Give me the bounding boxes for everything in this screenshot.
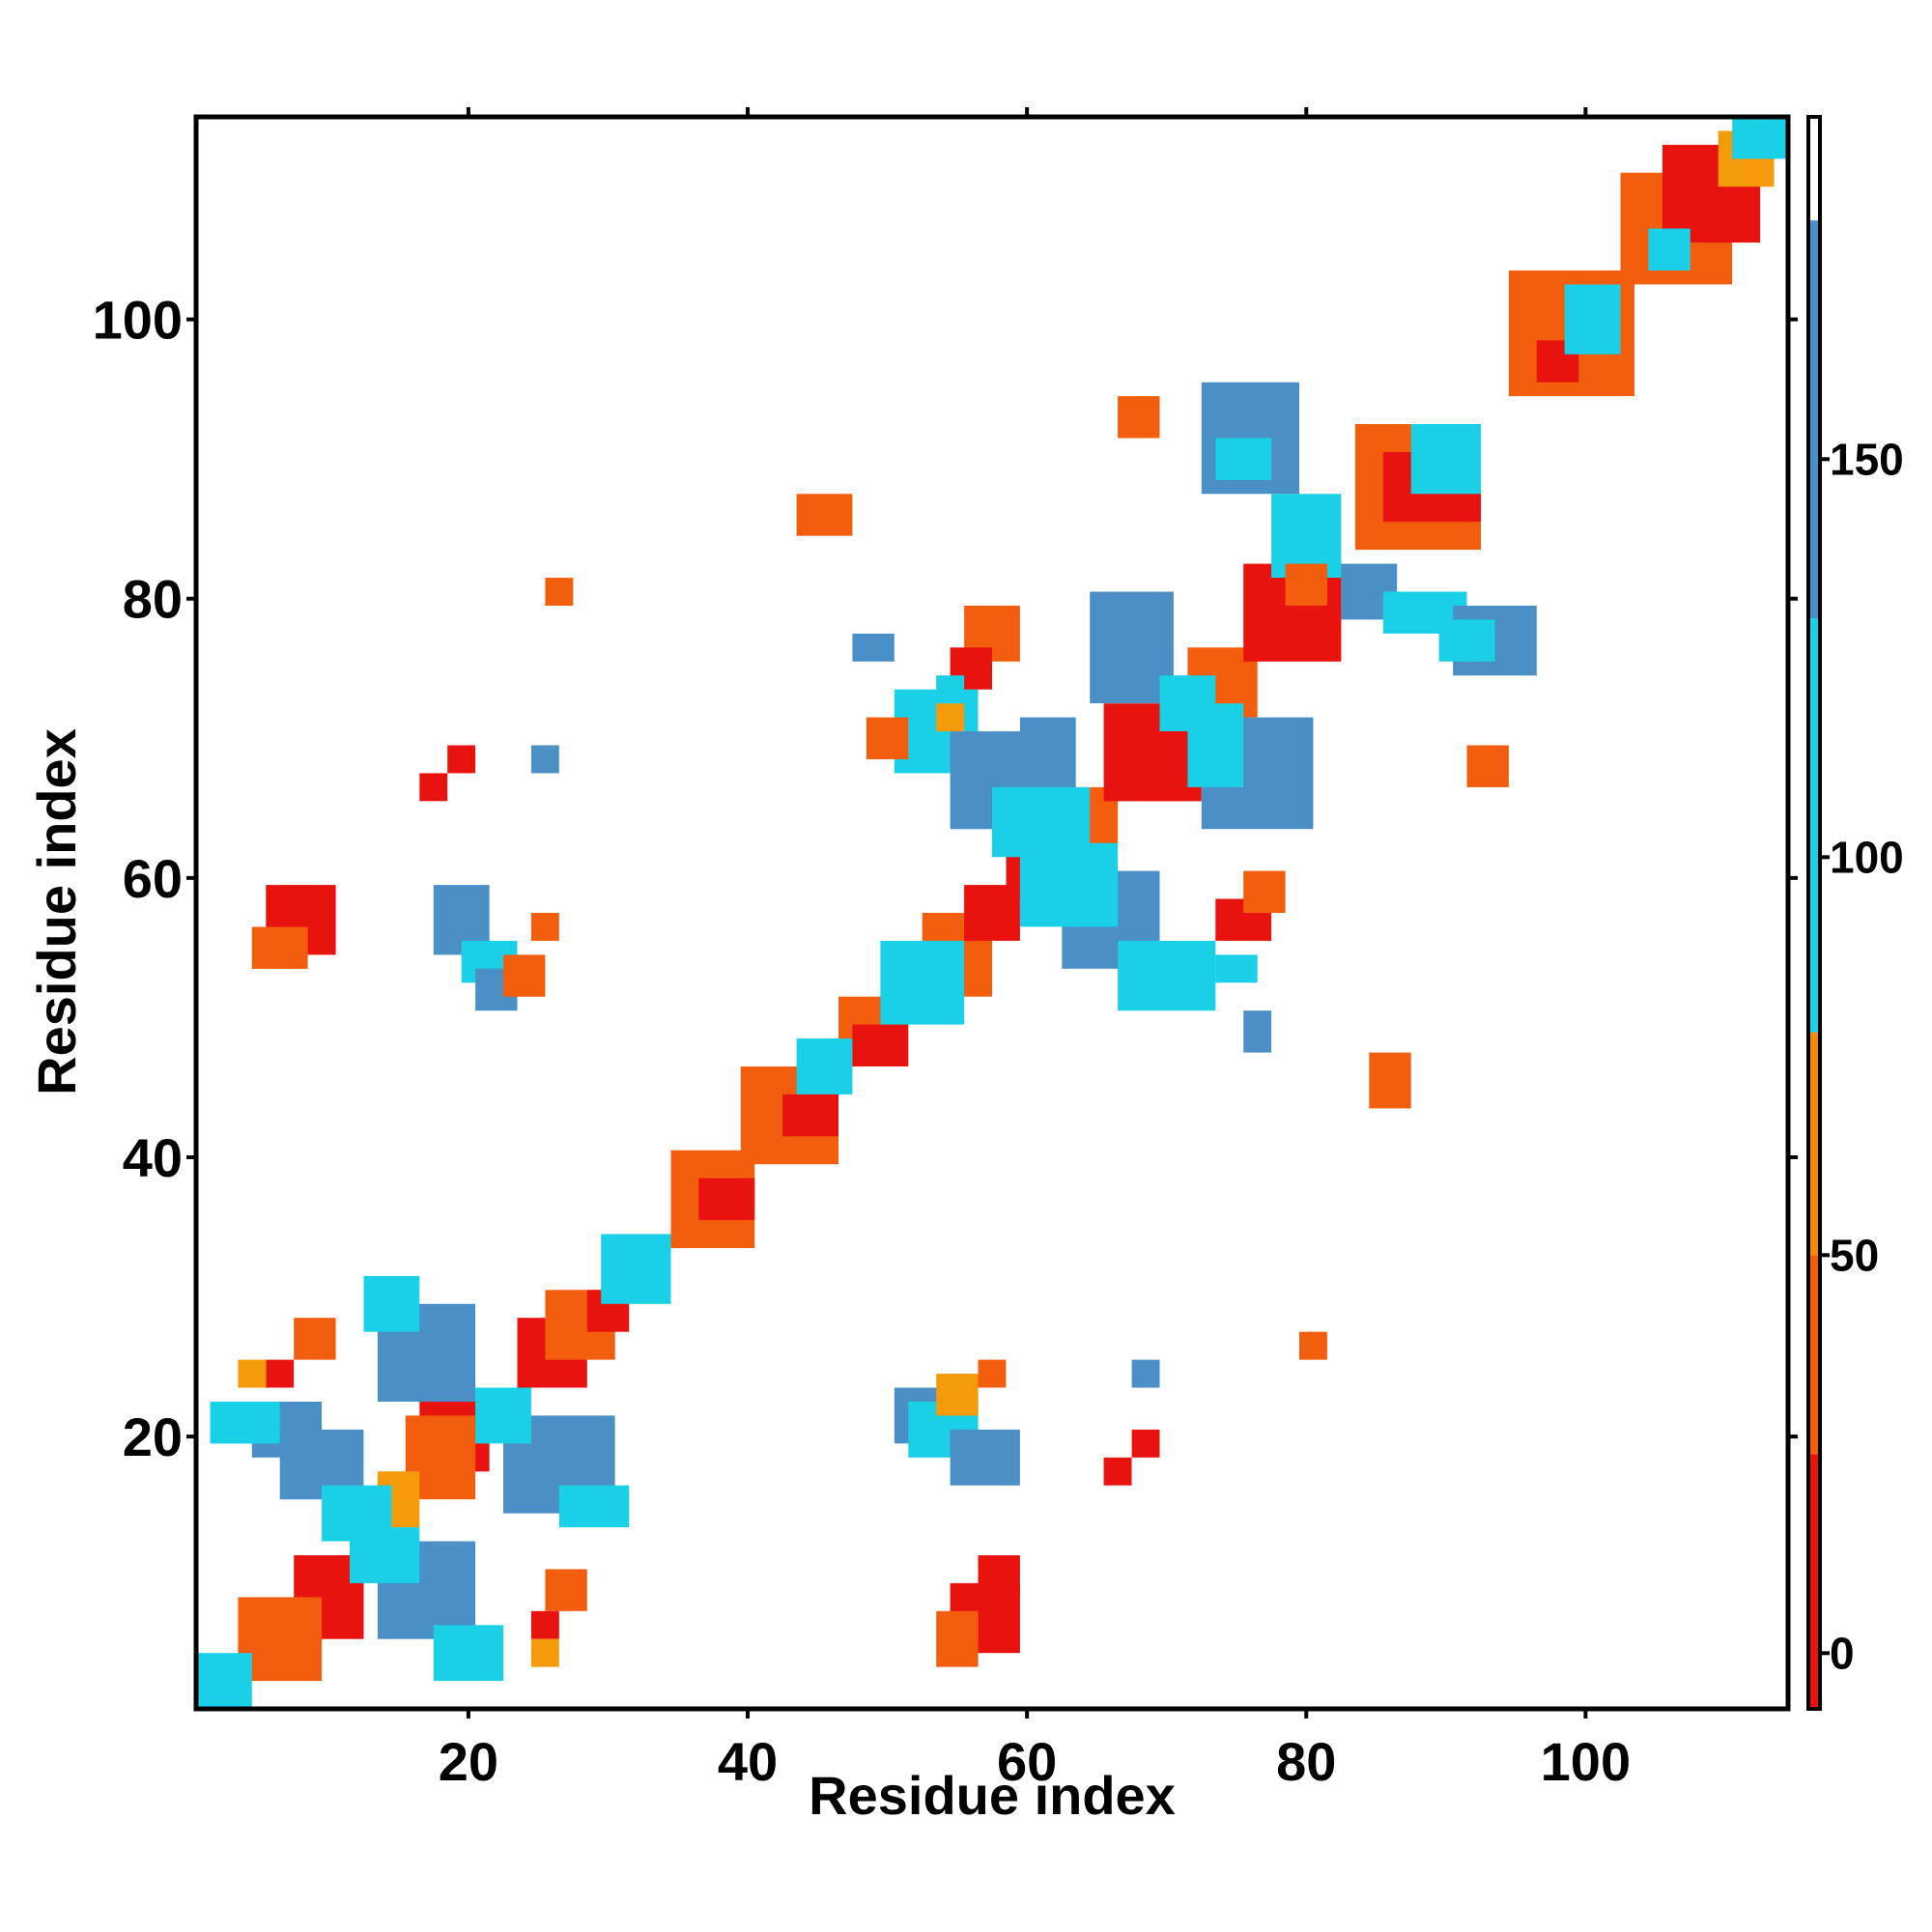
heatmap-cell [545, 1569, 587, 1611]
x-tick-label: 100 [1541, 1731, 1631, 1792]
x-axis: 20 40 60 80 100 [439, 107, 1631, 1792]
y-axis: 20 40 60 80 100 [93, 290, 1798, 1467]
heatmap-cell [1410, 424, 1481, 495]
x-tick-label: 20 [439, 1731, 498, 1792]
heatmap-cell [210, 1402, 280, 1444]
heatmap-cell [238, 1597, 323, 1682]
heatmap-cell [266, 1359, 295, 1388]
heatmap-cell [503, 954, 546, 997]
heatmap-cell [1187, 703, 1244, 787]
heatmap-cell [1299, 1331, 1327, 1360]
heatmap-cell [558, 1485, 630, 1528]
heatmap-cell [294, 1318, 336, 1360]
heatmap-cell [419, 773, 448, 802]
heatmap-cell [1243, 870, 1286, 913]
heatmap-cell [1243, 1010, 1272, 1053]
heatmap-cell [350, 1527, 420, 1583]
heatmap-cell [1215, 438, 1272, 480]
x-tick-label: 40 [718, 1731, 778, 1792]
heatmap-cell [1131, 1429, 1160, 1458]
heatmap-cell [698, 1178, 755, 1221]
heatmap-cell [238, 1359, 267, 1388]
heatmap-cell [1438, 619, 1495, 662]
heatmap-cell [251, 926, 308, 969]
heatmap-cell [1103, 1457, 1132, 1486]
heatmap-cell [782, 1094, 838, 1137]
heatmap-cell [530, 1638, 559, 1667]
heatmap-cell [1118, 396, 1160, 439]
heatmap-cell [1648, 228, 1690, 270]
x-tick-label: 60 [997, 1731, 1057, 1792]
heatmap-cell [796, 494, 853, 536]
heatmap-cells [196, 117, 1788, 1709]
x-axis-label: Residue index [809, 1765, 1176, 1826]
heatmap-cell [363, 1275, 420, 1332]
heatmap-cell [530, 745, 559, 774]
heatmap-cell [530, 913, 559, 941]
colorbar-tick-label: 0 [1830, 1628, 1855, 1678]
heatmap-cell [936, 703, 965, 732]
heatmap-cell [1090, 591, 1174, 704]
x-tick-label: 80 [1276, 1731, 1336, 1792]
colorbar: 0 50 100 150 [1806, 115, 1904, 1711]
heatmap-cell [936, 1374, 979, 1416]
heatmap-cell [1131, 1359, 1160, 1388]
heatmap-cell [1466, 745, 1509, 787]
heatmap-cell [475, 1387, 531, 1444]
heatmap-cell [433, 1625, 504, 1682]
y-tick-label: 20 [123, 1406, 183, 1467]
heatmap-cell [1215, 954, 1258, 983]
colorbar-tick-label: 150 [1830, 434, 1904, 484]
heatmap-cell [530, 1610, 559, 1639]
heatmap-cell [196, 1653, 252, 1709]
y-tick-label: 80 [123, 569, 183, 630]
heatmap-cell [866, 717, 909, 759]
colorbar-band [1808, 220, 1820, 619]
heatmap-cell [880, 940, 965, 1025]
heatmap-cell [852, 1024, 909, 1066]
plot-frame [193, 114, 1791, 1712]
heatmap-cell [447, 745, 476, 774]
heatmap-cell [601, 1234, 671, 1304]
y-tick-label: 40 [123, 1127, 183, 1188]
heatmap-cell [950, 1429, 1020, 1486]
colorbar-band [1808, 117, 1820, 221]
heatmap-cell [1732, 117, 1788, 159]
colorbar-band [1808, 1255, 1820, 1455]
y-tick-label: 100 [93, 290, 183, 351]
colorbar-band [1808, 1032, 1820, 1256]
colorbar-band [1808, 618, 1820, 1033]
heatmap-cell [1271, 494, 1342, 578]
heatmap-cell [978, 1555, 1020, 1598]
colorbar-tick-label: 50 [1830, 1230, 1879, 1280]
heatmap-cell [978, 1359, 1007, 1388]
heatmap-cell [545, 578, 574, 606]
colorbar-band [1808, 1454, 1820, 1709]
heatmap-cell [1118, 940, 1216, 1011]
heatmap-cell [852, 633, 895, 662]
heatmap-cell [936, 675, 965, 704]
heatmap-cell [1019, 842, 1119, 927]
y-tick-label: 60 [123, 848, 183, 909]
colorbar-frame [1806, 115, 1822, 1711]
colorbar-tick-label: 100 [1830, 832, 1904, 882]
heatmap-cell [796, 1038, 853, 1094]
heatmap-cell [1369, 1052, 1411, 1109]
heatmap-cell [1564, 284, 1621, 355]
y-axis-label: Residue index [26, 728, 87, 1095]
heatmap-cell [936, 1610, 979, 1667]
heatmap-cell [1285, 563, 1327, 606]
